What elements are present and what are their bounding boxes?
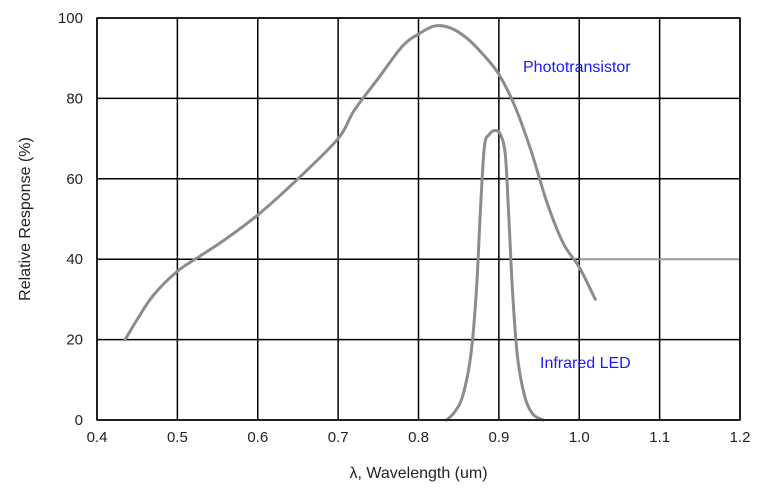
y-tick-label: 20 [66,332,83,349]
x-tick-label: 1.2 [730,429,751,446]
infrared-led-curve [445,129,545,422]
x-tick-label: 0.7 [328,429,349,446]
y-tick-label: 0 [75,412,83,429]
y-tick-label: 60 [66,171,83,188]
x-tick-label: 0.9 [488,429,509,446]
y-axis-label: Relative Response (%) [17,137,34,301]
phototransistor-label: Phototransistor [523,59,631,76]
x-tick-label: 1.1 [649,429,670,446]
y-tick-labels: 0 20 40 60 80 100 [58,10,83,429]
x-tick-label: 0.5 [167,429,188,446]
x-tick-label: 0.8 [408,429,429,446]
y-tick-label: 80 [66,90,83,107]
infrared-led-label: Infrared LED [540,355,631,372]
phototransistor-curve [123,24,597,342]
plot-frame [96,17,741,421]
series-layer [123,24,597,422]
x-tick-label: 1.0 [569,429,590,446]
y-tick-label: 100 [58,10,83,27]
y-tick-label: 40 [66,251,83,268]
x-tick-label: 0.6 [247,429,268,446]
x-axis-label: λ, Wavelength (um) [349,465,487,482]
x-tick-labels: 0.4 0.5 0.6 0.7 0.8 0.9 1.0 1.1 1.2 [87,429,751,446]
x-tick-label: 0.4 [87,429,108,446]
